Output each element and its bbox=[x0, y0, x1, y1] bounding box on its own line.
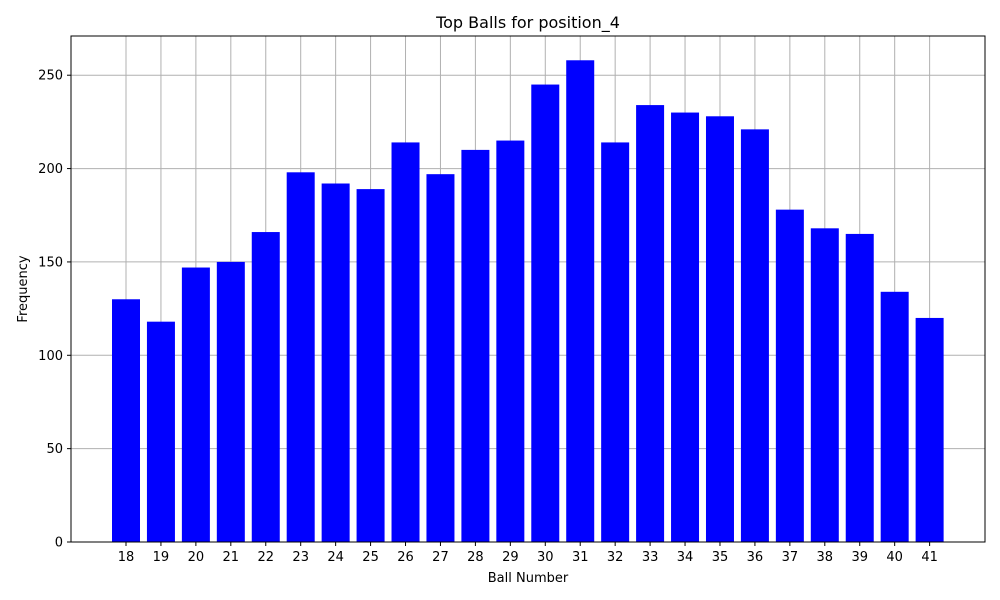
bar-25 bbox=[356, 189, 385, 543]
y-axis-title: Frequency bbox=[16, 255, 31, 322]
x-tick-label: 21 bbox=[223, 550, 240, 565]
bar-36 bbox=[740, 129, 769, 542]
bar-27 bbox=[426, 174, 455, 542]
x-tick-label: 31 bbox=[572, 550, 589, 565]
y-tick-label: 50 bbox=[46, 442, 63, 457]
bar-34 bbox=[671, 112, 700, 543]
x-tick-label: 36 bbox=[747, 550, 764, 565]
chart-title: Top Balls for position_4 bbox=[435, 13, 620, 33]
x-tick-label: 32 bbox=[607, 550, 624, 565]
x-tick-label: 40 bbox=[886, 550, 903, 565]
x-tick-label: 28 bbox=[467, 550, 484, 565]
y-tick-label: 250 bbox=[38, 69, 63, 84]
bar-18 bbox=[112, 299, 140, 542]
y-tick-label: 0 bbox=[55, 536, 63, 551]
bar-30 bbox=[531, 84, 560, 542]
bars bbox=[112, 60, 944, 543]
bar-32 bbox=[601, 142, 630, 542]
x-tick-label: 37 bbox=[782, 550, 799, 565]
x-tick-label: 20 bbox=[188, 550, 205, 565]
bar-24 bbox=[321, 183, 350, 542]
bar-33 bbox=[636, 105, 665, 542]
bar-31 bbox=[566, 60, 595, 542]
bar-40 bbox=[880, 291, 909, 542]
plot-frame bbox=[70, 35, 986, 543]
bar-19 bbox=[146, 321, 175, 542]
bar-28 bbox=[461, 149, 490, 543]
y-tick-label: 200 bbox=[38, 162, 63, 177]
x-tick-label: 25 bbox=[362, 550, 379, 565]
ticks: 0 50 100 150 200 250 18 19 20 21 22 23 24 25 26 27 28 29 3… bbox=[38, 69, 938, 565]
x-tick-label: 19 bbox=[153, 550, 170, 565]
bar-35 bbox=[705, 116, 734, 542]
x-tick-label: 22 bbox=[257, 550, 274, 565]
x-axis-title: Ball Number bbox=[488, 571, 569, 586]
bar-22 bbox=[251, 232, 280, 542]
bar-29 bbox=[496, 140, 525, 542]
x-tick-label: 39 bbox=[851, 550, 868, 565]
x-tick-label: 27 bbox=[432, 550, 449, 565]
x-tick-label: 41 bbox=[921, 550, 938, 565]
bar-39 bbox=[845, 233, 874, 542]
x-tick-label: 34 bbox=[677, 550, 694, 565]
bar-26 bbox=[391, 142, 420, 542]
bar-38 bbox=[810, 228, 839, 543]
bar-41 bbox=[915, 317, 944, 542]
x-tick-label: 35 bbox=[712, 550, 729, 565]
x-tick-label: 26 bbox=[397, 550, 414, 565]
bar-23 bbox=[286, 172, 315, 542]
y-tick-label: 100 bbox=[38, 349, 63, 364]
bar-20 bbox=[181, 267, 210, 542]
x-tick-label: 29 bbox=[502, 550, 519, 565]
bar-21 bbox=[216, 261, 245, 542]
x-tick-label: 24 bbox=[327, 550, 344, 565]
x-tick-label: 30 bbox=[537, 550, 554, 565]
y-tick-label: 150 bbox=[38, 255, 63, 270]
bar-37 bbox=[775, 209, 804, 542]
x-tick-label: 18 bbox=[118, 550, 135, 565]
x-tick-label: 23 bbox=[292, 550, 309, 565]
x-tick-label: 33 bbox=[642, 550, 659, 565]
x-tick-label: 38 bbox=[817, 550, 834, 565]
